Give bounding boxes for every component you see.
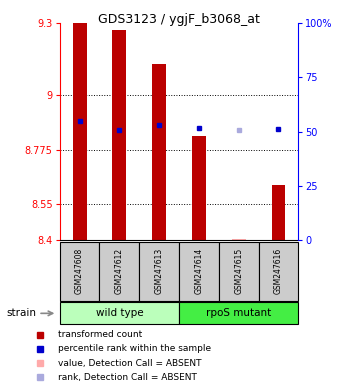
Text: GSM247613: GSM247613 — [154, 247, 164, 294]
Text: transformed count: transformed count — [58, 330, 142, 339]
Text: GSM247615: GSM247615 — [234, 247, 243, 294]
Bar — [100, 242, 139, 301]
Bar — [258, 242, 298, 301]
Bar — [232, 239, 246, 240]
Text: GSM247614: GSM247614 — [194, 247, 204, 294]
Text: rank, Detection Call = ABSENT: rank, Detection Call = ABSENT — [58, 373, 197, 382]
Bar — [139, 242, 179, 301]
Text: strain: strain — [7, 308, 37, 318]
Bar — [73, 23, 87, 240]
Bar — [192, 136, 206, 240]
Bar — [179, 302, 298, 324]
Text: GDS3123 / ygjF_b3068_at: GDS3123 / ygjF_b3068_at — [98, 13, 260, 26]
Bar — [60, 242, 100, 301]
Bar — [60, 302, 179, 324]
Bar — [152, 64, 166, 240]
Text: rpoS mutant: rpoS mutant — [206, 308, 271, 318]
Bar — [219, 242, 258, 301]
Text: percentile rank within the sample: percentile rank within the sample — [58, 344, 211, 353]
Bar — [271, 185, 285, 240]
Text: wild type: wild type — [95, 308, 143, 318]
Text: GSM247612: GSM247612 — [115, 247, 124, 293]
Text: GSM247608: GSM247608 — [75, 247, 84, 294]
Bar — [113, 30, 126, 240]
Text: GSM247616: GSM247616 — [274, 247, 283, 294]
Bar — [179, 242, 219, 301]
Text: value, Detection Call = ABSENT: value, Detection Call = ABSENT — [58, 359, 202, 367]
